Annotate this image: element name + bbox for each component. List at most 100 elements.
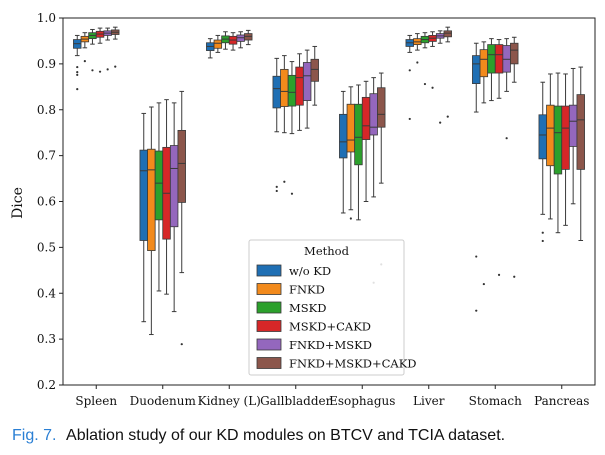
- legend-entry: FNKD+MSKD+CAKD: [256, 357, 417, 371]
- box-body: [472, 55, 481, 85]
- outlier-point: [76, 73, 79, 76]
- outlier-point: [275, 189, 278, 193]
- outlier-point: [513, 275, 516, 278]
- legend: Method w/o KD FNKD MSKD MSKD+CAKD FNKD+MSKD FN…: [248, 239, 417, 376]
- y-tick-label: 0.8: [37, 103, 56, 117]
- legend-label: FNKD: [289, 283, 325, 297]
- box-1: [80, 32, 90, 63]
- y-tick-label: 0.6: [37, 195, 56, 209]
- y-tick-label: 0.4: [37, 286, 56, 300]
- box-4: [236, 31, 245, 49]
- box-2: [287, 61, 297, 195]
- box-1: [546, 73, 555, 220]
- box-5: [177, 90, 186, 346]
- box-body: [287, 74, 297, 107]
- box-1: [479, 41, 489, 286]
- outlier-point: [290, 192, 294, 195]
- legend-label: FNKD+MSKD: [289, 338, 372, 352]
- legend-label: MSKD: [289, 301, 326, 315]
- category-group: [73, 26, 120, 91]
- box-3: [295, 53, 304, 131]
- box-body: [479, 49, 489, 78]
- x-category-label: Duodenum: [130, 394, 197, 408]
- box-body: [213, 39, 223, 49]
- outlier-point: [283, 180, 286, 183]
- legend-entry: FNKD+MSKD: [256, 338, 372, 352]
- box-2: [420, 32, 430, 86]
- legend-label: MSKD+CAKD: [289, 320, 371, 334]
- box-body: [361, 96, 371, 140]
- x-category-label: Spleen: [75, 394, 117, 408]
- box-body: [561, 105, 570, 170]
- legend-label: FNKD+MSKD+CAKD: [289, 357, 417, 371]
- box-body: [487, 44, 496, 74]
- figure-caption: Fig. 7. Ablation study of our KD modules…: [12, 427, 602, 445]
- box-body: [354, 103, 363, 166]
- legend-entry: MSKD+CAKD: [256, 320, 371, 334]
- box-body: [177, 129, 186, 203]
- box-body: [272, 75, 281, 109]
- legend-entry: MSKD: [256, 301, 326, 315]
- y-tick-label: 1.0: [37, 11, 56, 25]
- box-1: [413, 33, 422, 64]
- outlier-point: [541, 239, 544, 243]
- legend-swatch: [256, 320, 282, 332]
- outlier-point: [98, 70, 102, 73]
- y-axis-ticks: 0.2 0.3 0.4 0.5 0.6 0.7 0.8 0.9 1.0: [37, 11, 63, 392]
- outlier-point: [431, 86, 434, 89]
- box-2: [88, 28, 97, 72]
- legend-label: w/o KD: [289, 264, 331, 278]
- outlier-point: [76, 71, 79, 74]
- x-category-label: Kidney (L): [198, 394, 261, 408]
- box-0: [339, 90, 348, 214]
- box-body: [295, 66, 304, 106]
- box-4: [568, 67, 578, 205]
- box-5: [244, 29, 253, 46]
- box-4: [502, 38, 511, 140]
- outlier-point: [446, 115, 449, 118]
- box-4: [435, 30, 445, 124]
- box-body: [346, 103, 356, 153]
- x-category-label: Gallbladder: [260, 394, 332, 408]
- box-2: [553, 72, 563, 234]
- box-body: [310, 58, 319, 82]
- box-body: [443, 30, 452, 38]
- box-5: [111, 26, 120, 68]
- box-5: [443, 26, 452, 118]
- legend-swatch: [256, 338, 282, 351]
- legend-swatch: [256, 283, 282, 295]
- box-0: [139, 112, 148, 323]
- box-body: [339, 113, 348, 159]
- x-category-label: Liver: [413, 394, 445, 408]
- x-axis-ticks: Spleen Duodenum Kidney (L) GallbladderEsoph…: [75, 385, 589, 408]
- box-3: [95, 27, 105, 73]
- box-4: [369, 77, 378, 284]
- box-4: [302, 49, 312, 129]
- category-group: [272, 45, 319, 195]
- outlier-point: [541, 231, 544, 234]
- outlier-point: [416, 61, 419, 64]
- category-group: [472, 36, 519, 312]
- box-0: [472, 42, 481, 312]
- box-3: [361, 80, 371, 202]
- y-tick-label: 0.7: [37, 149, 56, 163]
- box-0: [272, 57, 281, 193]
- legend-entry: FNKD: [256, 283, 325, 297]
- category-group: [538, 66, 585, 243]
- legend-swatch: [256, 264, 282, 277]
- box-2: [354, 84, 363, 221]
- outlier-point: [475, 309, 478, 312]
- x-category-label: Esophagus: [329, 394, 395, 408]
- outlier-point: [275, 185, 278, 188]
- caption-text: Ablation study of our KD modules on BTCV…: [66, 427, 506, 444]
- box-body: [169, 145, 179, 228]
- box-body: [553, 105, 563, 175]
- box-1: [213, 34, 223, 53]
- box-5: [576, 66, 585, 241]
- x-category-label: Pancreas: [534, 394, 589, 408]
- box-series-layer: [73, 26, 585, 346]
- box-body: [546, 104, 555, 167]
- outlier-point: [408, 69, 411, 72]
- box-0: [206, 38, 215, 59]
- box-body: [154, 150, 164, 221]
